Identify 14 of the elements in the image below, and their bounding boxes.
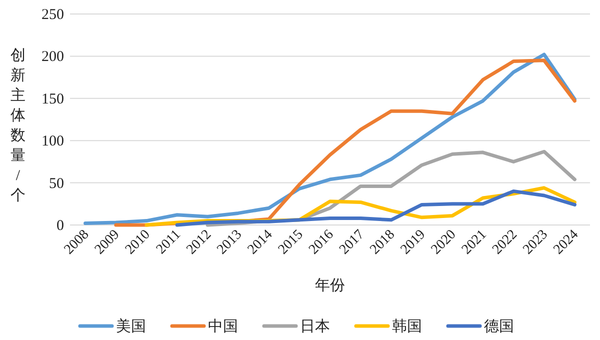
y-axis-title: 创新主体数量/个: [10, 47, 26, 204]
y-tick-label: 100: [42, 134, 64, 150]
x-tick-label: 2011: [154, 227, 184, 258]
legend-label: 中国: [208, 318, 238, 335]
y-tick-label: 200: [42, 49, 64, 66]
legend-label: 美国: [116, 318, 146, 335]
x-axis-title: 年份: [315, 277, 345, 294]
y-tick-label: 150: [42, 91, 64, 108]
legend-label: 韩国: [392, 318, 422, 335]
legend-label: 德国: [484, 319, 514, 335]
y-tick-label: 250: [42, 7, 64, 23]
y-tick-label: 50: [49, 176, 64, 192]
legend-label: 日本: [300, 318, 330, 335]
y-tick-label: 0: [56, 218, 64, 234]
